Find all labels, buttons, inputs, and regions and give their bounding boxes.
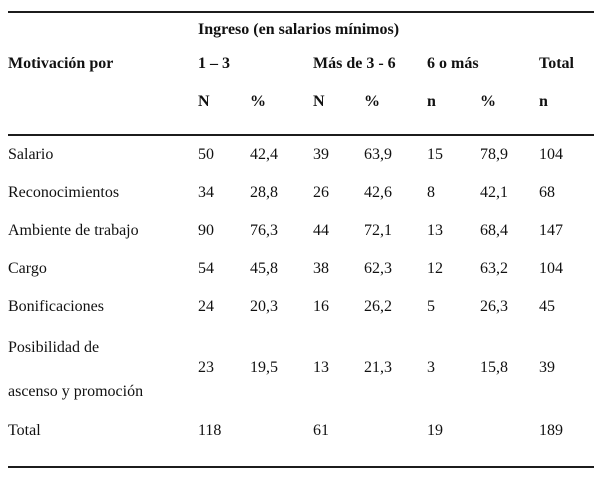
data-cell: 19 <box>427 422 443 439</box>
data-cell: 78,9 <box>480 146 508 163</box>
data-cell: 68 <box>539 184 555 201</box>
data-cell: 68,4 <box>480 222 508 239</box>
table-row: Cargo 54 45,8 38 62,3 12 63,2 104 <box>8 250 594 288</box>
data-cell: 15 <box>427 146 443 163</box>
data-cell: 118 <box>198 422 222 439</box>
empty-cell <box>8 82 198 121</box>
data-cell: 5 <box>427 298 435 315</box>
data-cell <box>480 410 539 452</box>
data-cell: 34 <box>198 184 214 201</box>
row-label: Salario <box>8 146 54 163</box>
row-label: Reconocimientos <box>8 184 120 201</box>
row-label: Ambiente de trabajo <box>8 222 139 239</box>
table-row-group-headers: Motivación por 1 – 3 Más de 3 - 6 6 o má… <box>8 46 594 82</box>
data-cell: 61 <box>313 422 329 439</box>
sub-header-n-total: n <box>539 92 548 110</box>
table-row: Reconocimientos 34 28,8 26 42,6 8 42,1 6… <box>8 174 594 212</box>
data-cell: 3 <box>427 359 435 376</box>
row-label-line-1: Posibilidad de <box>8 339 100 356</box>
data-cell: 72,1 <box>364 222 392 239</box>
data-cell: 28,8 <box>250 184 278 201</box>
data-cell: 189 <box>539 422 563 439</box>
sub-header-pct3: % <box>480 92 496 110</box>
row-label: Cargo <box>8 260 47 277</box>
data-cell: 104 <box>539 260 563 277</box>
table-row: Ambiente de trabajo 90 76,3 44 72,1 13 6… <box>8 212 594 250</box>
table-rule-bottom <box>8 466 594 468</box>
table-row: Posibilidad de ascenso y promoción 23 19… <box>8 326 594 410</box>
data-cell: 50 <box>198 146 214 163</box>
data-cell: 42,6 <box>364 184 392 201</box>
data-cell: 13 <box>313 359 329 376</box>
table-row: Salario 50 42,4 39 63,9 15 78,9 104 <box>8 136 594 174</box>
data-cell <box>250 410 313 452</box>
data-cell: 12 <box>427 260 443 277</box>
group-header-6-o-mas: 6 o más <box>427 55 479 72</box>
spanning-header: Ingreso (en salarios mínimos) <box>198 20 400 38</box>
data-cell: 63,9 <box>364 146 392 163</box>
row-label-two-line: Posibilidad de ascenso y promoción <box>8 326 198 410</box>
data-cell: 15,8 <box>480 359 508 376</box>
data-cell: 23 <box>198 359 214 376</box>
motivation-income-table: Ingreso (en salarios mínimos) Motivación… <box>8 13 594 452</box>
data-cell: 26,2 <box>364 298 392 315</box>
sub-header-n1: N <box>198 92 210 110</box>
data-cell: 54 <box>198 260 214 277</box>
sub-header-n3: n <box>427 92 436 110</box>
data-cell: 26 <box>313 184 329 201</box>
data-cell: 90 <box>198 222 214 239</box>
data-cell: 20,3 <box>250 298 278 315</box>
sub-header-pct2: % <box>364 92 380 110</box>
table-row-sub-headers: N % N % n % n <box>8 82 594 121</box>
data-cell: 16 <box>313 298 329 315</box>
empty-cell <box>8 13 198 46</box>
data-cell: 13 <box>427 222 443 239</box>
table-rule-header-separator <box>8 134 594 136</box>
header-body-spacer <box>8 121 594 136</box>
data-cell: 45,8 <box>250 260 278 277</box>
data-cell: 76,3 <box>250 222 278 239</box>
data-cell: 147 <box>539 222 563 239</box>
data-cell: 38 <box>313 260 329 277</box>
data-cell: 21,3 <box>364 359 392 376</box>
data-cell: 62,3 <box>364 260 392 277</box>
table-row-spanning-header: Ingreso (en salarios mínimos) <box>8 13 594 46</box>
data-cell: 19,5 <box>250 359 278 376</box>
data-cell: 45 <box>539 298 555 315</box>
table-rule-top <box>8 11 594 13</box>
group-header-mas-de-3-6: Más de 3 - 6 <box>313 55 396 72</box>
data-cell: 42,4 <box>250 146 278 163</box>
table-row-total: Total 118 61 19 189 <box>8 410 594 452</box>
data-cell: 63,2 <box>480 260 508 277</box>
sub-header-pct1: % <box>250 92 266 110</box>
row-label: Total <box>8 422 41 439</box>
row-header-title: Motivación por <box>8 55 114 72</box>
data-cell: 24 <box>198 298 214 315</box>
group-header-total: Total <box>539 55 574 72</box>
data-cell: 39 <box>539 359 555 376</box>
data-cell: 26,3 <box>480 298 508 315</box>
data-cell: 39 <box>313 146 329 163</box>
data-cell: 42,1 <box>480 184 508 201</box>
data-cell <box>364 410 427 452</box>
data-cell: 44 <box>313 222 329 239</box>
sub-header-n2: N <box>313 92 325 110</box>
group-header-1-3: 1 – 3 <box>198 55 230 72</box>
row-label-line-2: ascenso y promoción <box>8 383 144 400</box>
data-cell: 8 <box>427 184 435 201</box>
table-row: Bonificaciones 24 20,3 16 26,2 5 26,3 45 <box>8 288 594 326</box>
row-label: Bonificaciones <box>8 298 104 315</box>
data-cell: 104 <box>539 146 563 163</box>
